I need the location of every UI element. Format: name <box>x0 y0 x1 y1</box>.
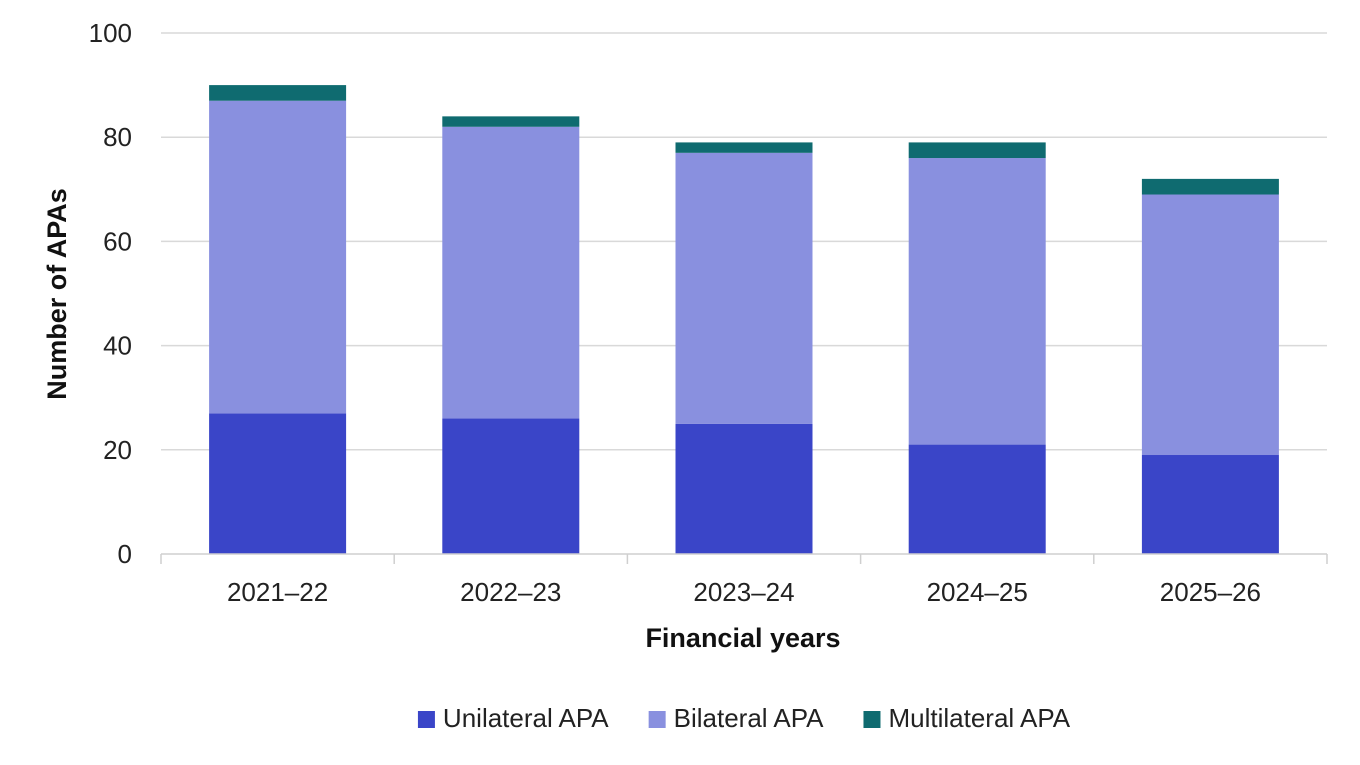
legend-label: Bilateral APA <box>674 703 824 733</box>
legend-item-unilateral-apa: Unilateral APA <box>417 703 609 733</box>
x-axis <box>160 553 1328 564</box>
y-tick-label: 40 <box>103 331 132 361</box>
x-tick-label: 2021–22 <box>227 577 328 607</box>
x-tick-label: 2025–26 <box>1160 577 1261 607</box>
y-tick-label: 80 <box>103 122 132 152</box>
bar-segment-bilateral-apa-0 <box>209 100 347 414</box>
bar-segment-unilateral-apa-0 <box>209 413 347 554</box>
legend-swatch <box>863 711 881 728</box>
y-tick-label: 0 <box>118 539 132 569</box>
legend-item-bilateral-apa: Bilateral APA <box>648 703 824 733</box>
bar-segment-unilateral-apa-4 <box>1141 455 1279 554</box>
x-tick-label: 2023–24 <box>693 577 794 607</box>
bar-segment-bilateral-apa-1 <box>442 126 580 419</box>
y-tick-label: 20 <box>103 435 132 465</box>
bar-segment-multilateral-apa-3 <box>908 142 1046 159</box>
legend-item-multilateral-apa: Multilateral APA <box>863 703 1071 733</box>
bar-segment-multilateral-apa-1 <box>442 116 580 127</box>
y-axis-title: Number of APAs <box>42 188 72 400</box>
bar-segment-unilateral-apa-3 <box>908 444 1046 554</box>
bar-segment-multilateral-apa-2 <box>675 142 813 153</box>
legend-label: Multilateral APA <box>888 703 1070 733</box>
bars <box>209 85 1279 554</box>
legend: Unilateral APA Bilateral APA Multilateral … <box>417 703 1071 733</box>
bar-segment-multilateral-apa-0 <box>209 85 347 101</box>
bar-segment-bilateral-apa-3 <box>908 158 1046 445</box>
y-axis-ticks: 0 20 40 60 80 100 <box>89 18 132 569</box>
y-tick-label: 60 <box>103 226 132 256</box>
legend-swatch <box>417 711 435 728</box>
bar-segment-bilateral-apa-4 <box>1141 194 1279 456</box>
legend-label: Unilateral APA <box>443 703 609 733</box>
x-axis-title: Financial years <box>645 623 840 653</box>
bar-segment-unilateral-apa-2 <box>675 423 813 554</box>
bar-segment-bilateral-apa-2 <box>675 152 813 424</box>
x-axis-ticks: 2021–22 2022–23 2023–24 2024–25 2025–26 <box>227 577 1261 607</box>
y-tick-label: 100 <box>89 18 132 48</box>
x-tick-label: 2022–23 <box>460 577 561 607</box>
bar-segment-unilateral-apa-1 <box>442 418 580 554</box>
legend-swatch <box>648 711 666 728</box>
bar-segment-multilateral-apa-4 <box>1141 178 1279 195</box>
x-tick-label: 2024–25 <box>927 577 1028 607</box>
